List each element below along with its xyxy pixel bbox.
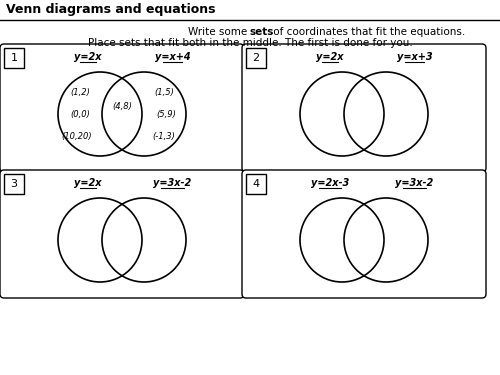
Text: (1,2): (1,2) [70, 87, 90, 96]
Text: y=x+4: y=x+4 [154, 52, 190, 62]
FancyBboxPatch shape [246, 174, 266, 194]
FancyBboxPatch shape [4, 48, 24, 68]
Text: y=3x-2: y=3x-2 [154, 178, 192, 188]
Text: (10,20): (10,20) [62, 132, 92, 141]
Text: (1,5): (1,5) [154, 87, 174, 96]
Text: y=2x: y=2x [316, 52, 344, 62]
FancyBboxPatch shape [242, 170, 486, 298]
Text: 4: 4 [252, 179, 260, 189]
Text: 3: 3 [10, 179, 18, 189]
FancyBboxPatch shape [4, 174, 24, 194]
FancyBboxPatch shape [246, 48, 266, 68]
Text: of coordinates that fit the equations.: of coordinates that fit the equations. [270, 27, 465, 37]
FancyBboxPatch shape [0, 44, 244, 172]
Text: 2: 2 [252, 53, 260, 63]
Text: Write some: Write some [188, 27, 250, 37]
Text: y=2x: y=2x [74, 178, 102, 188]
FancyBboxPatch shape [0, 170, 244, 298]
Text: y=3x-2: y=3x-2 [396, 178, 434, 188]
Text: (-1,3): (-1,3) [152, 132, 176, 141]
Text: y=2x: y=2x [74, 52, 102, 62]
Text: y=x+3: y=x+3 [396, 52, 432, 62]
Text: y=2x-3: y=2x-3 [311, 178, 349, 188]
Text: (4,8): (4,8) [112, 102, 132, 111]
Text: 1: 1 [10, 53, 18, 63]
Text: sets: sets [250, 27, 274, 37]
FancyBboxPatch shape [242, 44, 486, 172]
Text: (5,9): (5,9) [156, 110, 176, 118]
Text: Venn diagrams and equations: Venn diagrams and equations [6, 3, 216, 16]
Text: (0,0): (0,0) [70, 110, 90, 118]
Text: Place sets that fit both in the middle. The first is done for you.: Place sets that fit both in the middle. … [88, 38, 412, 48]
